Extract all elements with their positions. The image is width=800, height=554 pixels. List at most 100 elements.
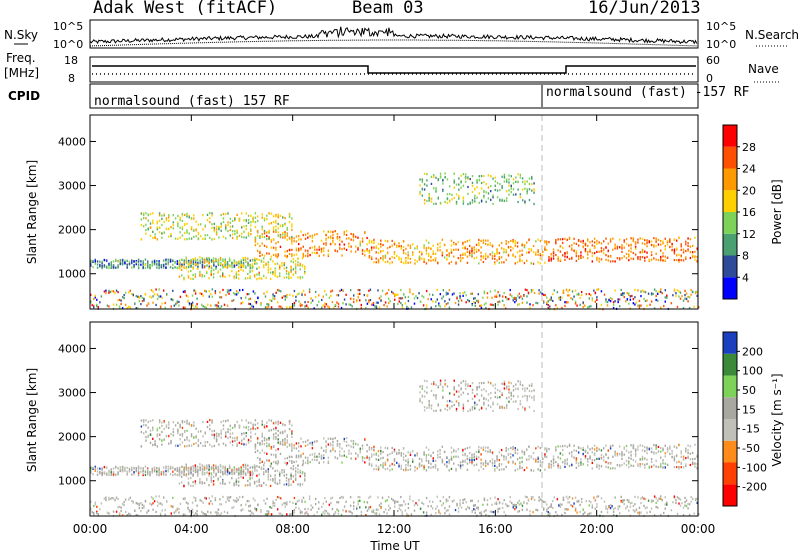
power-cell — [519, 254, 521, 257]
power-cell — [250, 233, 252, 236]
power-cell — [192, 274, 194, 277]
velocity-cell — [311, 453, 314, 456]
velocity-cell — [442, 395, 444, 398]
power-cell — [416, 260, 418, 263]
velocity-cell — [630, 464, 632, 467]
velocity-cell — [471, 457, 473, 460]
power-cell — [652, 292, 654, 296]
power-cell — [482, 241, 485, 244]
power-cell — [526, 190, 528, 193]
power-cell — [370, 257, 373, 261]
power-cell — [220, 222, 222, 225]
power-cell — [669, 240, 671, 243]
velocity-cell — [286, 435, 289, 438]
power-cell — [96, 298, 98, 301]
velocity-cell — [466, 457, 469, 461]
power-cell — [194, 292, 197, 295]
power-cell — [655, 238, 657, 241]
power-cell — [600, 247, 603, 250]
power-cell — [158, 295, 160, 298]
velocity-cell — [172, 466, 174, 469]
power-cell — [508, 193, 510, 196]
power-cell — [235, 273, 238, 276]
power-cell — [284, 223, 286, 226]
velocity-cell — [499, 396, 501, 399]
power-cell — [216, 306, 218, 309]
velocity-cell — [180, 472, 183, 475]
power-cell — [508, 189, 510, 192]
power-cell — [552, 257, 555, 260]
velocity-cell — [323, 456, 325, 460]
power-cell — [313, 307, 315, 310]
velocity-cell — [421, 458, 423, 461]
power-cell — [281, 307, 283, 310]
power-cell — [210, 304, 212, 307]
power-cell — [653, 257, 655, 260]
power-cell — [357, 246, 359, 250]
velocity-cell — [694, 462, 696, 465]
velocity-cell — [407, 464, 409, 467]
freq-tick-bottom: 8 — [68, 72, 75, 85]
velocity-cell — [423, 379, 426, 382]
power-cell — [598, 241, 600, 244]
power-cell — [222, 258, 224, 261]
power-cell — [518, 296, 521, 299]
power-cell — [162, 266, 165, 269]
power-cell — [467, 177, 469, 181]
power-cell — [471, 251, 473, 255]
power-cell — [512, 254, 514, 257]
velocity-cell — [382, 464, 384, 467]
velocity-cell — [158, 474, 160, 477]
velocity-cell — [443, 463, 446, 466]
power-cell — [299, 264, 301, 267]
power-cell — [288, 236, 291, 239]
velocity-cell — [211, 430, 213, 433]
velocity-cell — [691, 458, 694, 461]
power-cell — [161, 232, 163, 235]
velocity-cell — [119, 466, 122, 469]
power-cell — [465, 294, 467, 297]
power-cell — [640, 295, 642, 298]
power-cell — [618, 305, 621, 308]
velocity-cell — [192, 469, 195, 473]
velocity-cell — [300, 454, 302, 457]
velocity-cell — [259, 461, 261, 465]
power-cell — [204, 237, 206, 240]
velocity-cell — [181, 441, 184, 444]
power-cell — [187, 270, 190, 273]
power-cell — [496, 196, 499, 199]
power-cell — [267, 261, 270, 264]
power-cell — [426, 179, 428, 182]
velocity-cell — [172, 428, 175, 431]
power-cell — [231, 266, 233, 269]
velocity-cell — [99, 472, 101, 475]
velocity-cell — [396, 461, 398, 465]
velocity-cell — [687, 444, 689, 447]
power-cell — [371, 303, 373, 306]
power-cell — [316, 233, 318, 236]
velocity-cell — [208, 474, 210, 477]
power-cell — [327, 249, 330, 252]
power-cell — [196, 263, 199, 266]
velocity-cell — [135, 469, 138, 473]
power-cell — [246, 293, 249, 296]
velocity-cell — [183, 445, 186, 448]
velocity-cell — [644, 466, 646, 469]
power-cell — [691, 255, 694, 258]
power-cell — [505, 258, 507, 261]
velocity-cell — [457, 448, 460, 451]
velocity-cell — [632, 447, 635, 450]
velocity-cell — [446, 400, 449, 403]
power-cell — [256, 230, 259, 233]
power-cell — [521, 180, 524, 184]
power-cell — [494, 184, 497, 187]
power-cell — [240, 261, 242, 264]
velocity-cell — [193, 424, 195, 427]
velocity-cell — [653, 451, 655, 454]
power-cell — [528, 188, 531, 191]
velocity-cell — [605, 461, 607, 464]
velocity-cell — [147, 426, 149, 429]
power-cell — [311, 251, 314, 254]
power-cell — [103, 290, 106, 293]
power-cell — [462, 294, 464, 297]
